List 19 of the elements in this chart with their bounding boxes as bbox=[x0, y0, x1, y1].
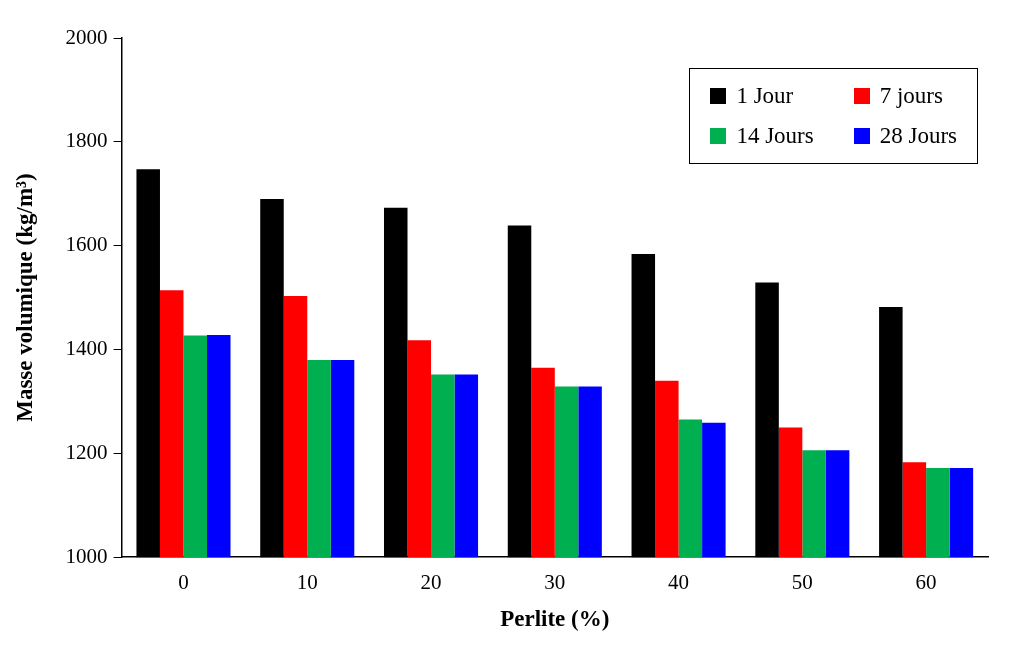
x-tick-label: 30 bbox=[544, 570, 566, 595]
legend-label: 14 Jours bbox=[736, 123, 814, 149]
x-axis-title: Perlite (%) bbox=[500, 606, 610, 632]
y-tick-label: 1800 bbox=[65, 128, 108, 153]
y-tick-label: 1000 bbox=[65, 543, 108, 568]
y-tick-label: 1200 bbox=[65, 439, 108, 464]
x-tick-label: 40 bbox=[668, 570, 690, 595]
x-tick-label: 10 bbox=[296, 570, 318, 595]
legend-label: 28 Jours bbox=[879, 123, 957, 149]
y-tick-label: 2000 bbox=[65, 24, 108, 49]
y-axis-title: Masse volumique (kg/m³) bbox=[11, 173, 37, 422]
x-tick-label: 0 bbox=[178, 570, 189, 595]
x-tick-label: 20 bbox=[420, 570, 442, 595]
x-tick-label: 50 bbox=[791, 570, 813, 595]
legend-label: 1 Jour bbox=[736, 83, 794, 109]
y-tick-label: 1600 bbox=[65, 232, 108, 257]
legend-label: 7 jours bbox=[879, 83, 943, 109]
y-tick-label: 1400 bbox=[65, 336, 108, 361]
x-tick-label: 60 bbox=[915, 570, 937, 595]
